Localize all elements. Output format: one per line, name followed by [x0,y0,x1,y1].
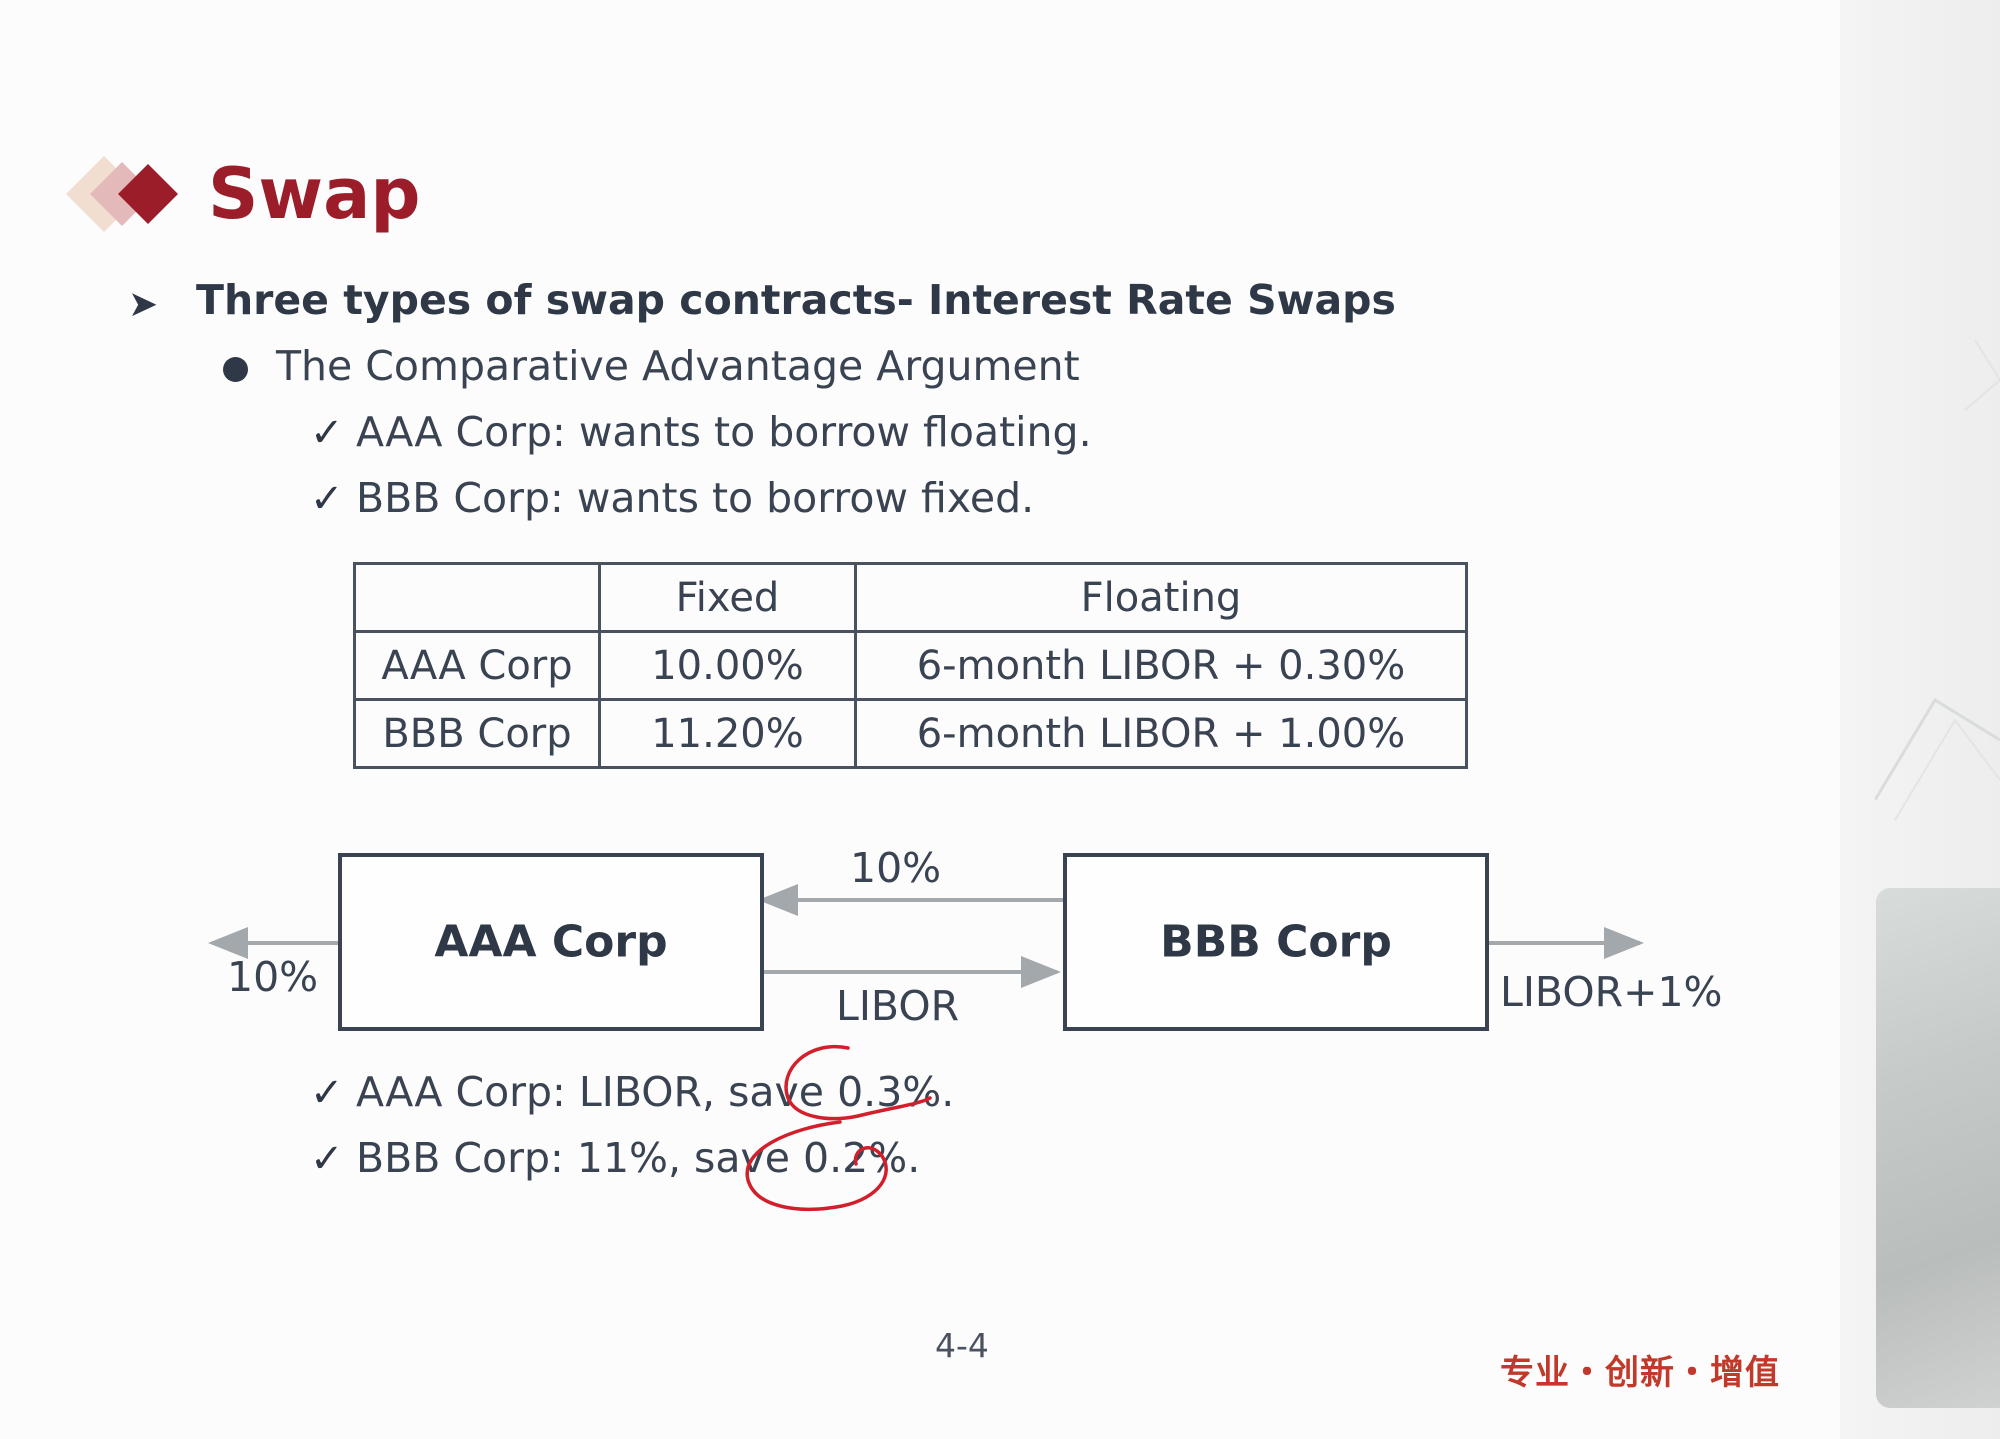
table-header-row: Fixed Floating [353,562,1468,633]
table-cell: 11.20% [598,698,857,769]
table-header-cell [353,562,601,633]
checkmark-icon: ✓ [310,476,344,522]
fixed-flow-label: 10% [850,844,942,892]
check-item: AAA Corp: LIBOR, save 0.3%. [356,1068,955,1116]
footer-slogan: 专业・创新・增值 [1500,1353,1780,1393]
box-label: AAA Corp [434,916,668,968]
webcam-overlay [1876,888,2000,1408]
check-item: AAA Corp: wants to borrow floating. [356,408,1092,456]
geometric-decoration [1875,339,2000,821]
libor-flow-label: LIBOR [836,982,960,1030]
page-number: 4-4 [935,1326,989,1365]
bbb-external-label: LIBOR+1% [1500,968,1723,1016]
table-row: AAA Corp 10.00% 6-month LIBOR + 0.30% [353,630,1468,701]
arrow-bullet-icon: ➤ [128,284,159,325]
section-heading: Three types of swap contracts- Interest … [196,276,1396,324]
check-item: BBB Corp: wants to borrow fixed. [356,474,1035,522]
diamond-logo-icon [66,156,178,232]
aaa-corp-box: AAA Corp [338,853,764,1031]
table-cell: 10.00% [598,630,857,701]
bbb-corp-box: BBB Corp [1063,853,1489,1031]
checkmark-icon: ✓ [310,1070,344,1116]
aaa-external-label: 10% [227,953,319,1001]
bullet-text: The Comparative Advantage Argument [276,342,1080,390]
slide-title: Swap [208,153,421,235]
table-header-cell: Fixed [598,562,857,633]
checkmark-icon: ✓ [310,410,344,456]
table-cell: 6-month LIBOR + 1.00% [854,698,1468,769]
table-cell: 6-month LIBOR + 0.30% [854,630,1468,701]
box-label: BBB Corp [1160,916,1392,968]
table-row: BBB Corp 11.20% 6-month LIBOR + 1.00% [353,698,1468,769]
table-header-cell: Floating [854,562,1468,633]
table-cell: BBB Corp [353,698,601,769]
bullet-dot-icon [223,357,248,382]
rates-table: Fixed Floating AAA Corp 10.00% 6-month L… [353,562,1468,769]
check-item: BBB Corp: 11%, save 0.2%. [356,1134,921,1182]
table-cell: AAA Corp [353,630,601,701]
checkmark-icon: ✓ [310,1136,344,1182]
slide: Swap ➤ Three types of swap contracts- In… [66,153,1780,1393]
